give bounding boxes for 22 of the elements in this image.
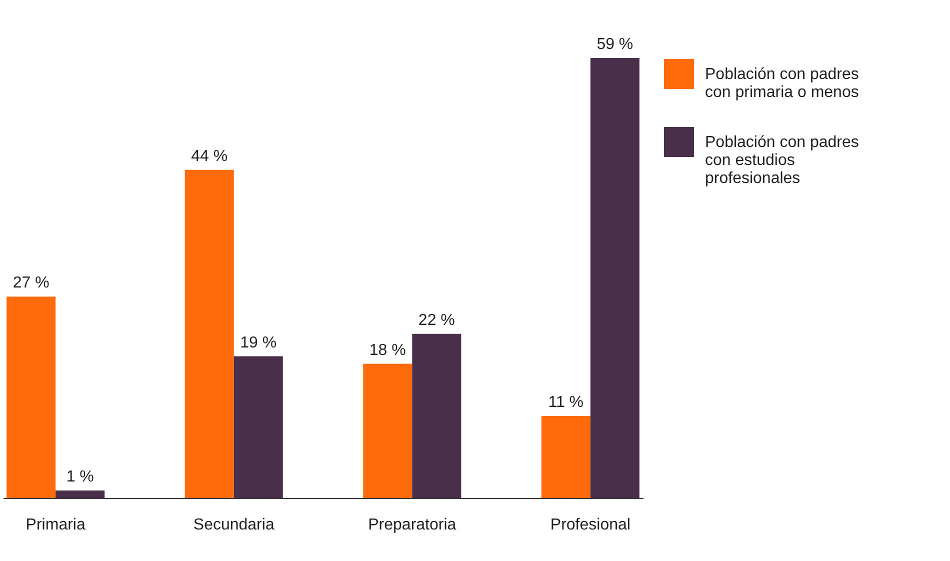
x-tick-label: Secundaria: [193, 516, 274, 534]
x-tick-label: Primaria: [26, 516, 86, 534]
data-label: 59 %: [596, 36, 634, 53]
bar: [56, 490, 105, 498]
x-tick-label: Preparatoria: [368, 516, 456, 534]
data-label: 27 %: [12, 274, 50, 292]
legend-label: Población con padres con estudios profesionales: [705, 134, 859, 187]
legend-label: Población con padres con primaria o menos: [705, 66, 859, 101]
bar: [412, 334, 462, 498]
bar: [234, 356, 283, 498]
data-label: 19 %: [240, 334, 277, 352]
data-label: 22 %: [418, 312, 455, 329]
bar: [590, 58, 640, 498]
data-label: 44 %: [191, 148, 228, 165]
data-label: 1 %: [66, 468, 94, 486]
data-label: 11 %: [548, 394, 584, 411]
data-label: 18 %: [369, 342, 406, 359]
bar: [6, 296, 56, 498]
bar: [184, 170, 234, 498]
bar: [541, 416, 590, 498]
bar: [363, 364, 412, 498]
x-tick-label: Profesional: [550, 516, 630, 534]
